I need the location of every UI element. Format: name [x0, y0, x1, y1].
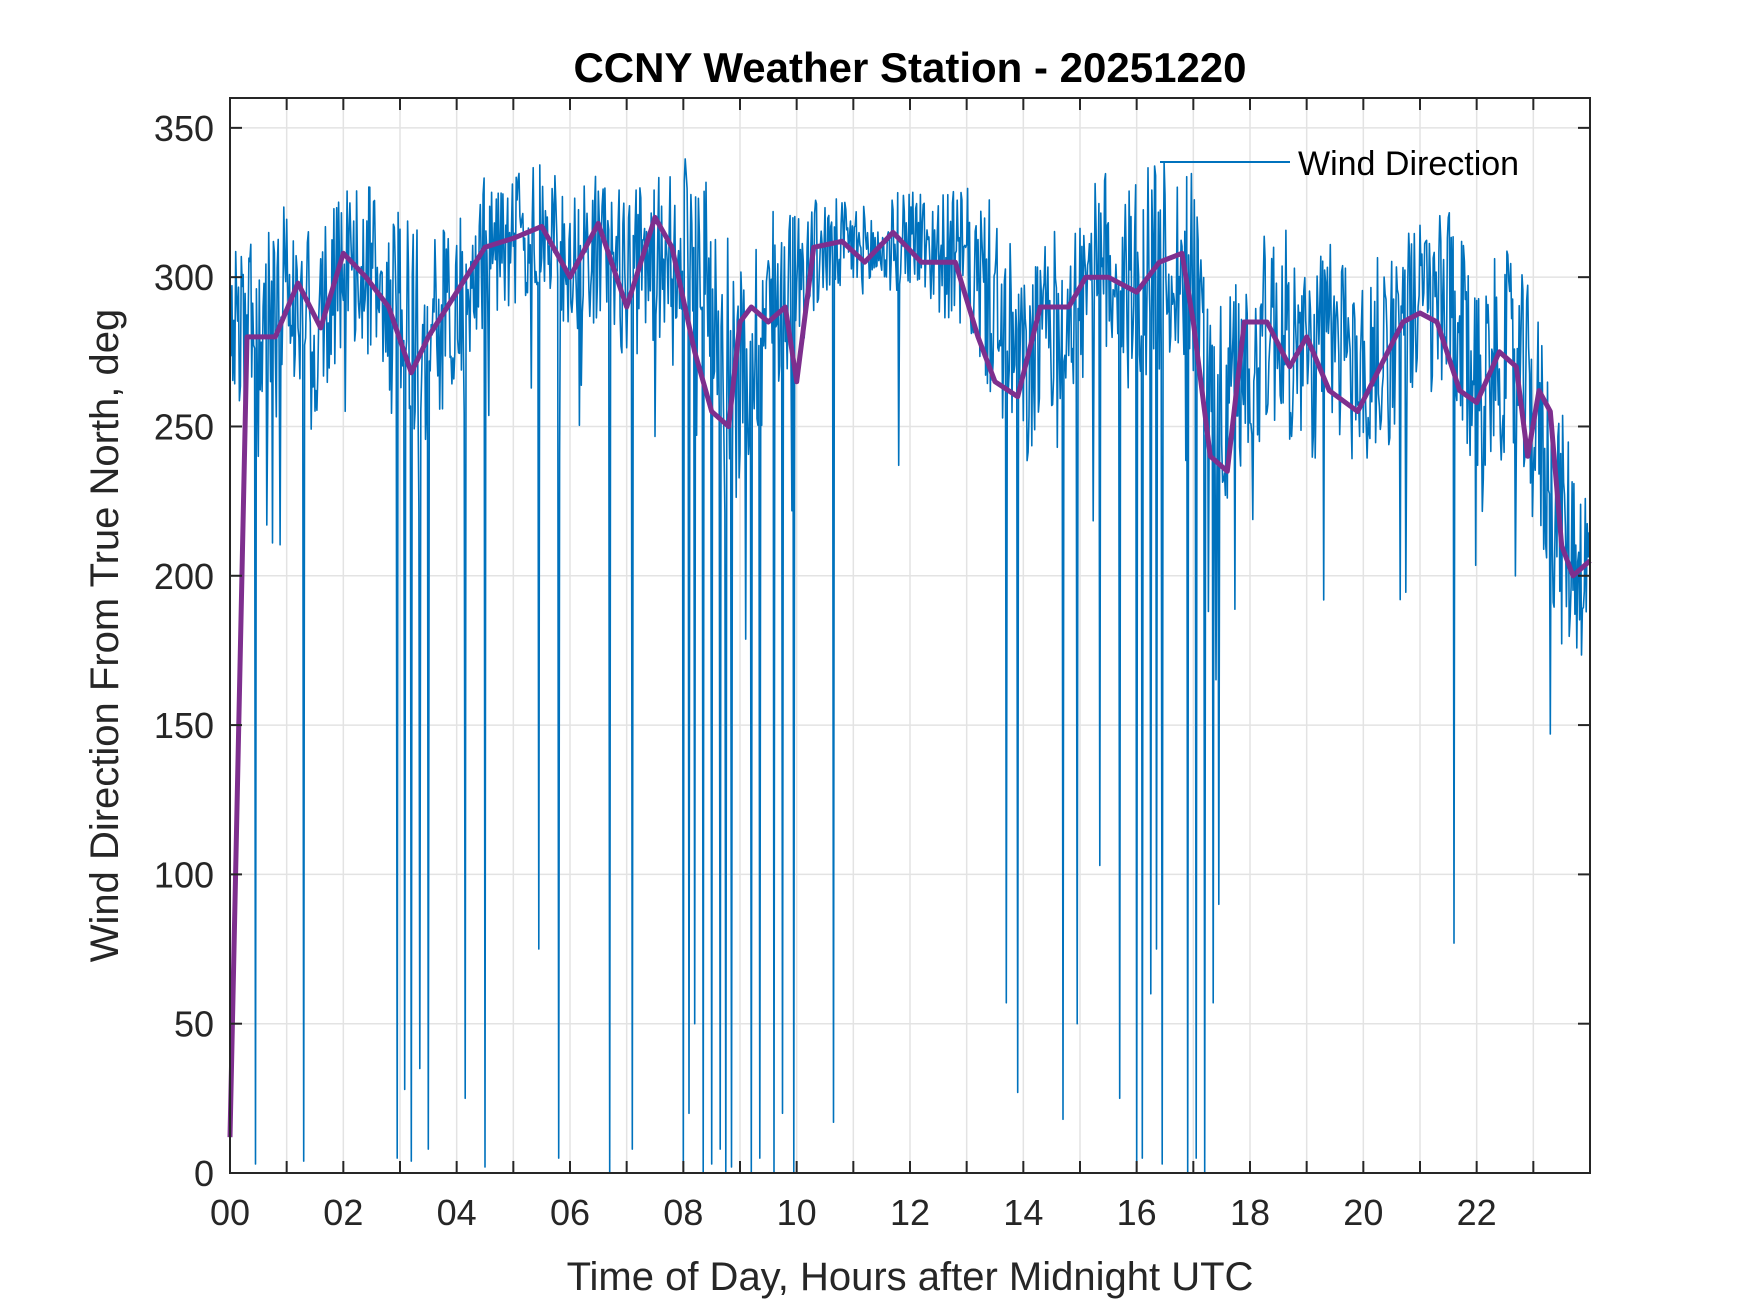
x-tick-label: 10	[777, 1192, 817, 1233]
axis-ticks: 00 02 04 06 08 10 12 14 16 18 20 22 0 50 100 150 200 250 3…	[154, 98, 1590, 1233]
y-tick-label: 350	[154, 108, 214, 149]
x-axis-title: Time of Day, Hours after Midnight UTC	[567, 1255, 1254, 1299]
x-tick-label: 16	[1117, 1192, 1157, 1233]
y-tick-label: 250	[154, 406, 214, 447]
x-tick-label: 20	[1343, 1192, 1383, 1233]
y-tick-label: 50	[174, 1004, 214, 1045]
y-axis-title: Wind Direction From True North, deg	[83, 309, 127, 963]
y-tick-label: 0	[194, 1153, 214, 1194]
x-tick-label: 22	[1457, 1192, 1497, 1233]
series-wind-direction	[229, 158, 1591, 1174]
legend-label-wind-direction: Wind Direction	[1298, 145, 1519, 183]
x-tick-label: 04	[437, 1192, 477, 1233]
series-smoothed	[227, 214, 1592, 1138]
chart-title: CCNY Weather Station - 20251220	[573, 44, 1246, 91]
x-tick-label: 06	[550, 1192, 590, 1233]
x-tick-label: 02	[323, 1192, 363, 1233]
x-tick-label: 08	[663, 1192, 703, 1233]
x-tick-label: 00	[210, 1192, 250, 1233]
y-tick-label: 100	[154, 854, 214, 895]
y-tick-label: 200	[154, 556, 214, 597]
x-tick-label: 12	[890, 1192, 930, 1233]
data-series	[227, 158, 1592, 1174]
legend: Wind Direction	[1160, 145, 1519, 183]
y-tick-label: 300	[154, 257, 214, 298]
x-tick-label: 14	[1003, 1192, 1043, 1233]
x-tick-label: 18	[1230, 1192, 1270, 1233]
y-tick-label: 150	[154, 705, 214, 746]
